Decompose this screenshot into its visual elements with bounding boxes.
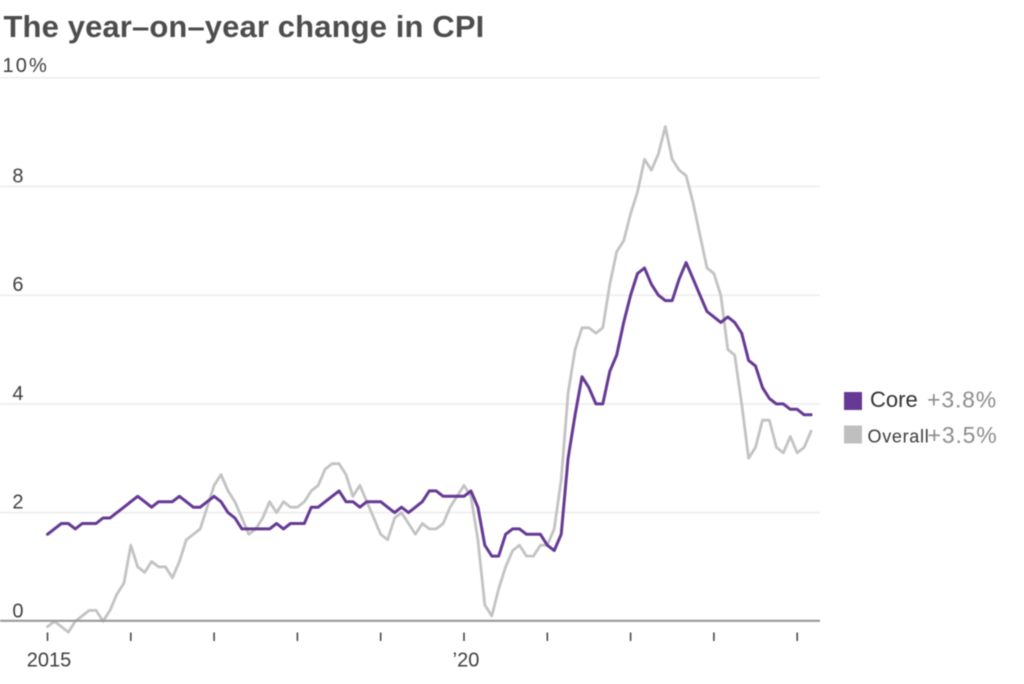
svg-text:8: 8 (12, 166, 23, 188)
svg-text:+3.8%: +3.8% (927, 387, 997, 413)
svg-text:6: 6 (12, 274, 23, 296)
svg-text:+3.5%: +3.5% (928, 422, 998, 448)
svg-text:Overall: Overall (868, 427, 930, 447)
svg-text:Core: Core (870, 387, 918, 412)
svg-text:10%: 10% (3, 55, 49, 77)
svg-text:2015: 2015 (27, 650, 72, 672)
svg-text:The year–on–year change in CPI: The year–on–year change in CPI (4, 9, 485, 44)
svg-text:4: 4 (12, 383, 23, 405)
svg-text:2: 2 (12, 492, 23, 514)
svg-text:’20: ’20 (453, 650, 480, 672)
svg-text:0: 0 (12, 600, 23, 622)
